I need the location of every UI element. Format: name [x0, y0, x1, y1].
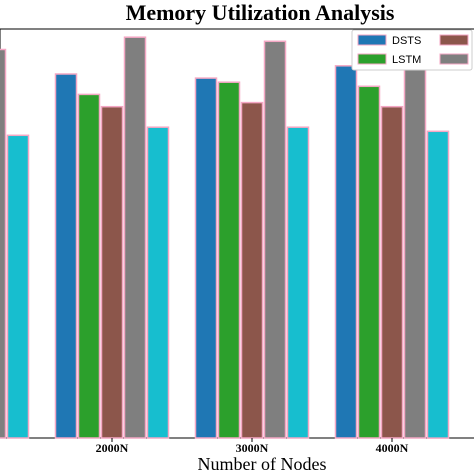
legend-swatch-3 [439, 34, 469, 46]
chart-title: Memory Utilization Analysis [126, 0, 395, 25]
x-axis-label: Number of Nodes [198, 454, 327, 474]
legend-swatch-1 [357, 34, 387, 46]
bar-3000N-series-1 [194, 77, 218, 439]
x-ticks: N2000N3000N4000N [96, 438, 409, 455]
bar-3000N-series-4 [263, 40, 287, 439]
x-tick-label: 2000N [96, 441, 129, 455]
bar-2000N-series-2 [77, 93, 101, 439]
legend-swatch-4 [439, 53, 469, 65]
bar-2000N-series-4 [123, 36, 147, 439]
legend-label-1: DSTS [392, 35, 421, 47]
bars [0, 32, 450, 439]
bar-4000N-series-1 [334, 65, 358, 439]
legend: DSTS LSTM [351, 29, 473, 71]
legend-swatch-2 [357, 53, 387, 65]
bar-2000N-series-5 [146, 126, 170, 439]
x-tick-label: 4000N [376, 441, 409, 455]
bar-3000N-series-3 [240, 101, 264, 439]
bar-4000N-series-3 [380, 105, 404, 439]
bar-2000N-series-3 [100, 105, 124, 439]
bar-2000N-series-1 [54, 73, 78, 439]
x-tick-label: 3000N [236, 441, 269, 455]
bar-1000N-series-5 [6, 134, 30, 439]
bar-4000N-series-5 [426, 130, 450, 439]
bar-4000N-series-2 [357, 85, 381, 439]
bar-3000N-series-2 [217, 81, 241, 439]
bar-1000N-series-4 [0, 48, 7, 439]
bar-4000N-series-4 [403, 32, 427, 439]
legend-label-2: LSTM [392, 54, 421, 66]
bar-3000N-series-5 [286, 126, 310, 439]
